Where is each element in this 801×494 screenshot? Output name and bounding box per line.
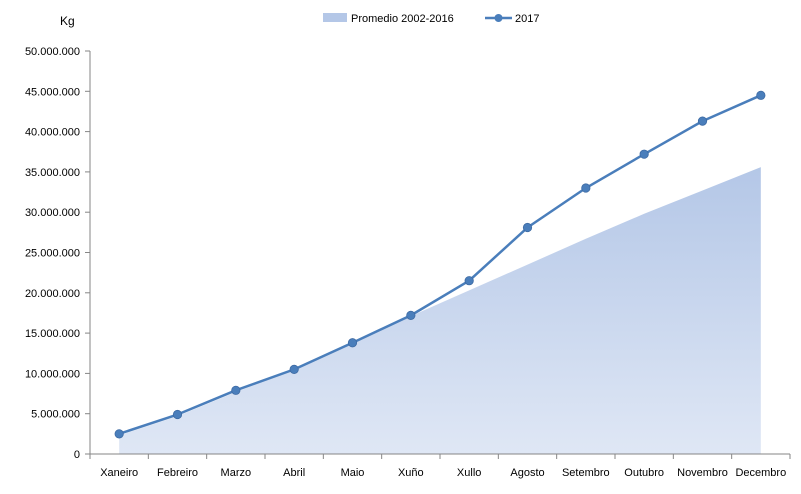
series-line-2017 xyxy=(118,94,762,436)
data-point-2017 xyxy=(697,116,708,126)
x-tick-label: Febreiro xyxy=(157,467,198,479)
x-tick-label: Marzo xyxy=(221,467,252,479)
y-tick-label: 30.000.000 xyxy=(25,207,80,219)
plot-area xyxy=(114,90,766,454)
y-tick-label: 45.000.000 xyxy=(25,86,80,98)
data-point-2017 xyxy=(114,429,124,439)
x-tick-label: Outubro xyxy=(624,467,664,479)
y-tick-label: 25.000.000 xyxy=(25,248,80,260)
x-tick-label: Agosto xyxy=(510,467,544,479)
data-point-2017 xyxy=(756,90,766,100)
data-point-2017 xyxy=(347,338,358,348)
data-point-2017 xyxy=(231,385,241,395)
data-point-2017 xyxy=(172,409,183,420)
y-tick-label: 40.000.000 xyxy=(25,127,80,139)
legend-label: Promedio 2002-2016 xyxy=(351,13,454,25)
data-point-2017 xyxy=(581,183,591,193)
y-tick-label: 5.000.000 xyxy=(31,409,80,421)
x-tick-label: Decembro xyxy=(735,467,786,479)
data-point-2017 xyxy=(289,364,299,374)
y-tick-label: 35.000.000 xyxy=(25,167,80,179)
x-tick-label: Abril xyxy=(283,467,305,479)
data-point-2017 xyxy=(406,310,416,320)
x-tick-label: Xullo xyxy=(457,467,481,479)
y-tick-label: 20.000.000 xyxy=(25,288,80,300)
y-tick-label: 10.000.000 xyxy=(25,368,80,380)
y-tick-label: 0 xyxy=(74,449,80,461)
legend-label: 2017 xyxy=(515,13,539,25)
y-axis-ticks: 0 5.000.000 10.000.000 15.000.000 20.000.000… xyxy=(25,46,91,461)
data-point-2017 xyxy=(464,276,474,286)
y-axis-unit-label: Kg xyxy=(60,14,75,28)
x-axis-ticks: Xaneiro Febreiro Marzo Abril Maio Xuño Xullo Ag… xyxy=(89,453,791,479)
y-tick-label: 15.000.000 xyxy=(25,328,80,340)
y-tick-label: 50.000.000 xyxy=(25,46,80,58)
x-tick-label: Setembro xyxy=(562,467,610,479)
legend: Promedio 2002-2016 2017 xyxy=(323,13,539,25)
x-tick-label: Xaneiro xyxy=(100,467,138,479)
data-point-2017 xyxy=(522,222,533,233)
series-area-promedio xyxy=(119,167,761,454)
x-tick-label: Xuño xyxy=(398,467,424,479)
legend-swatch-marker xyxy=(494,14,503,22)
x-tick-label: Novembro xyxy=(677,467,728,479)
legend-swatch-area xyxy=(323,13,347,22)
x-tick-label: Maio xyxy=(341,467,365,479)
data-point-2017 xyxy=(639,149,649,159)
